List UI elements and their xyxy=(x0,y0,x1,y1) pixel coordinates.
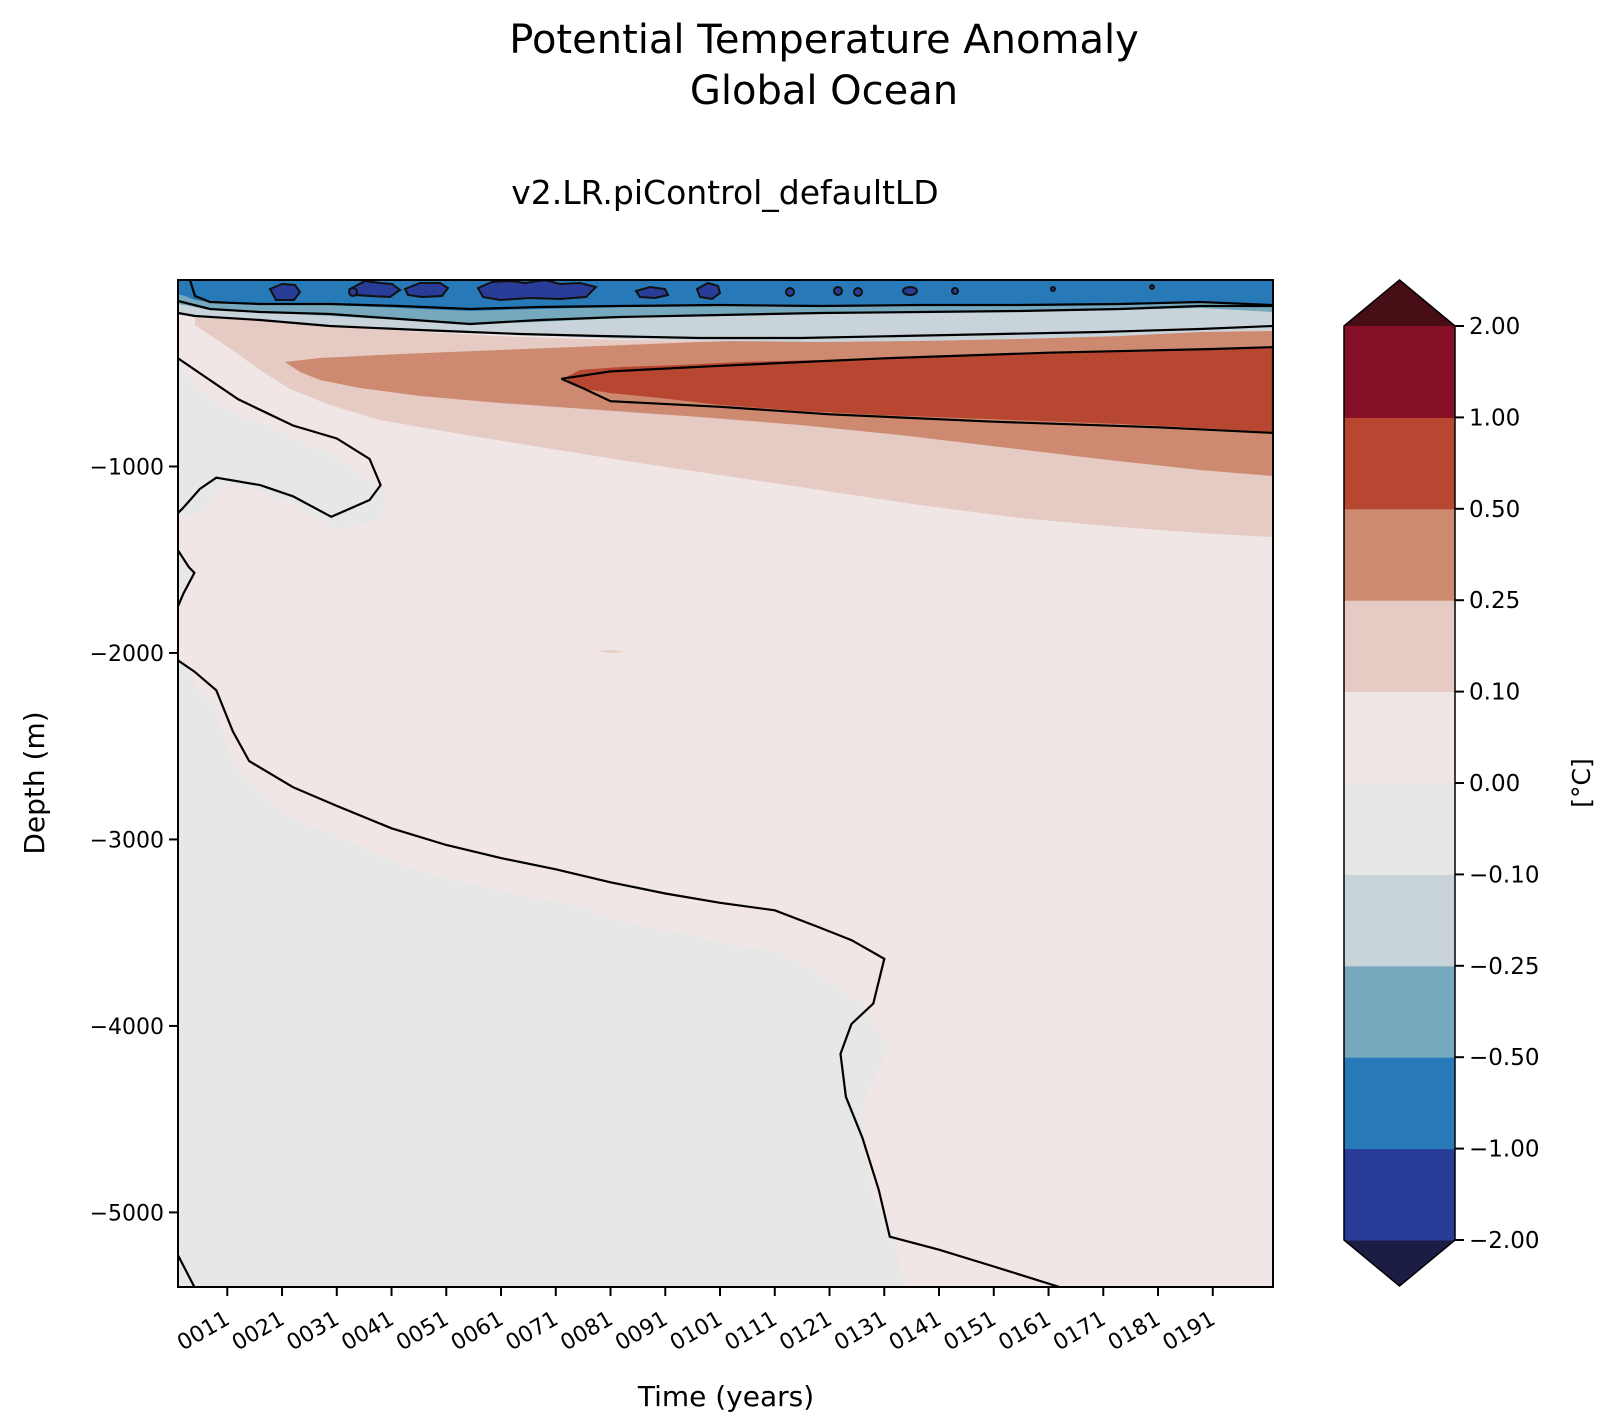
colorbar-tick-label-6: 0.10 xyxy=(1469,680,1520,706)
x-tick-label-12: 0131 xyxy=(830,1307,891,1357)
colorbar-tick-label-5: 0.00 xyxy=(1469,771,1520,797)
contour-line-0_00-3 xyxy=(178,1254,196,1287)
colorbar-over-extension xyxy=(1344,280,1455,326)
x-tick-label-15: 0161 xyxy=(995,1307,1056,1357)
x-tick-label-8: 0091 xyxy=(611,1307,672,1357)
x-tick-label-6: 0071 xyxy=(502,1307,563,1357)
x-tick-label-14: 0151 xyxy=(940,1307,1001,1357)
colorbar-band-1 xyxy=(1344,1057,1455,1150)
y-tick-label-3: −4000 xyxy=(90,1015,164,1040)
y-tick-label-2: −3000 xyxy=(90,828,164,853)
x-tick-label-13: 0141 xyxy=(885,1307,946,1357)
x-tick-label-16: 0171 xyxy=(1049,1307,1110,1357)
x-tick-label-7: 0081 xyxy=(557,1307,618,1357)
plot-area xyxy=(178,280,1273,1287)
colorbar-tick-label-7: 0.25 xyxy=(1469,588,1520,614)
colorbar-band-3 xyxy=(1344,874,1455,967)
y-axis-label: Depth (m) xyxy=(18,711,51,854)
contour-lines xyxy=(178,345,1273,1287)
colorbar-band-5 xyxy=(1344,691,1455,784)
x-tick-label-17: 0181 xyxy=(1104,1307,1165,1357)
colorbar-band-4 xyxy=(1344,783,1455,875)
x-axis-label: Time (years) xyxy=(637,1380,814,1413)
colorbar-tick-label-8: 0.50 xyxy=(1469,497,1520,523)
colorbar-band-0 xyxy=(1344,1148,1455,1241)
colorbar-tick-label-4: −0.10 xyxy=(1469,862,1539,888)
x-tick-label-0: 0011 xyxy=(173,1307,234,1357)
x-tick-label-2: 0031 xyxy=(283,1307,344,1357)
y-tick-label-4: −5000 xyxy=(90,1201,164,1226)
contour-line-0_50-4 xyxy=(560,345,1273,435)
x-tick-label-1: 0021 xyxy=(228,1307,289,1357)
contour-line-0_00-0 xyxy=(178,357,382,519)
colorbar-tick-label-2: −0.50 xyxy=(1469,1045,1539,1071)
colorbar-tick-label-10: 2.00 xyxy=(1469,314,1520,340)
contour-fill-neg1.00-neg0.50 xyxy=(178,280,1273,311)
y-tick-label-0: −1000 xyxy=(90,455,164,480)
colorbar-tick-label-9: 1.00 xyxy=(1469,405,1520,431)
colorbar-band-6 xyxy=(1344,600,1455,693)
x-tick-label-11: 0121 xyxy=(776,1307,837,1357)
x-axis: 0011002100310041005100610071008100910101… xyxy=(173,1287,1220,1357)
colorbar-tick-label-0: −2.00 xyxy=(1469,1228,1539,1254)
x-tick-label-10: 0111 xyxy=(721,1307,782,1357)
chart-subtitle: v2.LR.piControl_defaultLD xyxy=(511,173,938,212)
y-axis: −1000 −2000 −3000 −4000 −5000 xyxy=(90,455,178,1226)
x-tick-label-3: 0041 xyxy=(338,1307,399,1357)
contour-fill-artifact xyxy=(597,650,625,653)
contour-line-0_00-1 xyxy=(178,549,196,607)
x-tick-label-9: 0101 xyxy=(666,1307,727,1357)
colorbar: −2.00 −1.00 −0.50 −0.25 −0.10 0.00 0.10 0.25 0.5… xyxy=(1343,279,1539,1287)
chart-title-line2: Global Ocean xyxy=(690,68,958,114)
contour-fill-0.50-1.00 xyxy=(566,348,1273,432)
contour-line-0_00-2 xyxy=(178,659,1060,1287)
x-tick-label-18: 0191 xyxy=(1159,1307,1220,1357)
colorbar-label: [°C] xyxy=(1567,758,1596,807)
contour-fill-neg2.00-neg1.00 xyxy=(268,280,1155,302)
contour-fill-neg-deep xyxy=(178,662,906,1287)
chart-title-line1: Potential Temperature Anomaly xyxy=(509,17,1139,63)
y-tick-label-1: −2000 xyxy=(90,642,164,667)
x-tick-label-4: 0051 xyxy=(392,1307,453,1357)
colorbar-band-9 xyxy=(1344,326,1455,418)
colorbar-under-extension xyxy=(1344,1240,1455,1286)
x-tick-label-5: 0061 xyxy=(447,1307,508,1357)
colorbar-band-2 xyxy=(1344,965,1455,1058)
contour-fill-neg-left xyxy=(178,552,190,610)
plot-frame xyxy=(177,279,1274,1288)
colorbar-tick-label-1: −1.00 xyxy=(1469,1137,1539,1163)
colorbar-band-8 xyxy=(1344,417,1455,510)
colorbar-tick-label-3: −0.25 xyxy=(1469,954,1539,980)
colorbar-band-7 xyxy=(1344,508,1455,601)
contour-fill-neg-upper xyxy=(178,357,386,530)
contour-lines-surface xyxy=(178,280,1273,340)
